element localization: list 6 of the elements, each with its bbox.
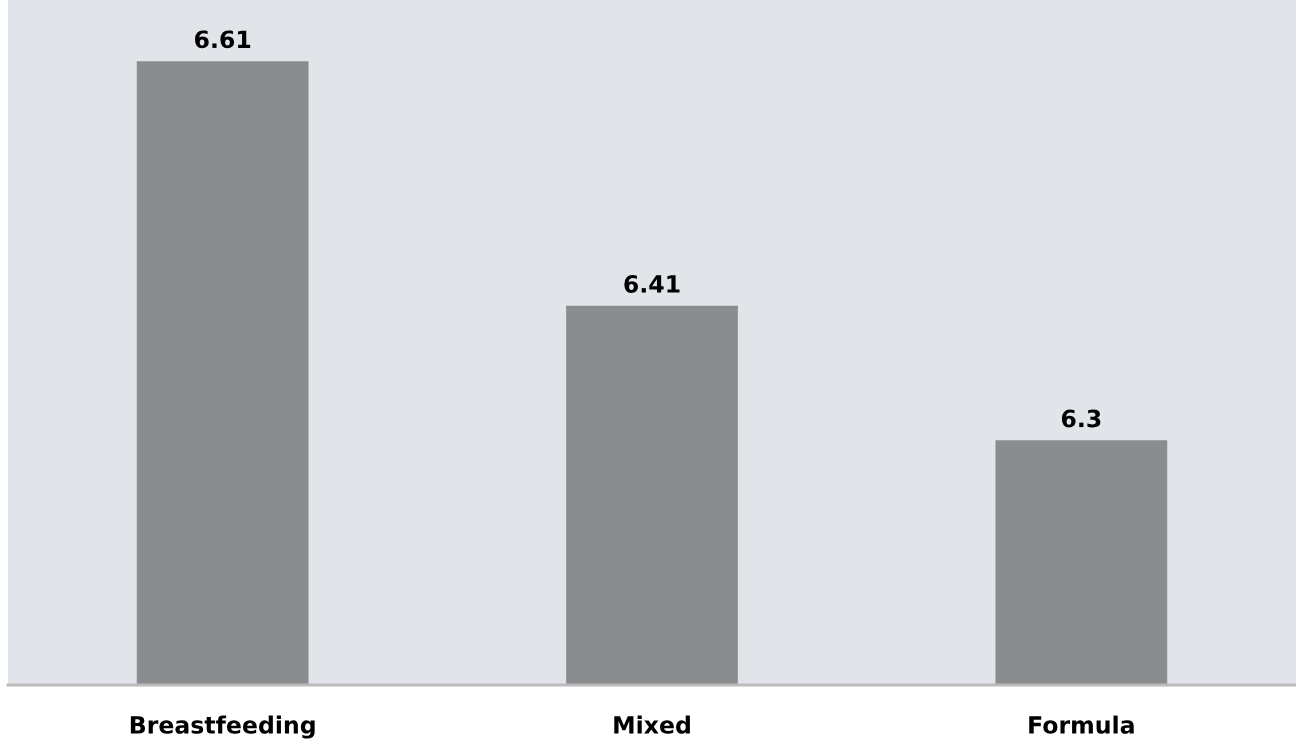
data-label: 6.41 [624, 275, 680, 293]
x-tick-label: Formula [1029, 715, 1134, 734]
data-label: 6.3 [1061, 409, 1101, 428]
x-tick-label: Breastfeeding [130, 715, 315, 739]
x-tick-label: Mixed [614, 715, 690, 734]
data-label: 6.61 [195, 30, 251, 49]
